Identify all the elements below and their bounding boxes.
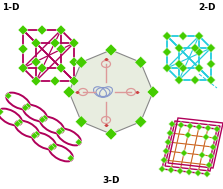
Polygon shape xyxy=(63,86,75,98)
Text: 3-D: 3-D xyxy=(102,176,120,185)
Polygon shape xyxy=(56,128,63,135)
Polygon shape xyxy=(31,76,41,86)
Polygon shape xyxy=(206,60,215,68)
Polygon shape xyxy=(50,38,60,48)
Polygon shape xyxy=(24,103,31,110)
Polygon shape xyxy=(16,119,23,126)
Polygon shape xyxy=(194,47,204,57)
Polygon shape xyxy=(31,57,41,67)
Polygon shape xyxy=(186,169,192,176)
Polygon shape xyxy=(167,129,173,136)
Polygon shape xyxy=(39,116,46,123)
Polygon shape xyxy=(167,167,175,174)
Polygon shape xyxy=(22,104,29,111)
Polygon shape xyxy=(165,139,171,146)
Polygon shape xyxy=(37,25,47,35)
Polygon shape xyxy=(14,120,21,127)
Polygon shape xyxy=(198,152,206,159)
Polygon shape xyxy=(184,132,192,139)
Polygon shape xyxy=(67,155,74,162)
Polygon shape xyxy=(18,25,28,35)
Polygon shape xyxy=(178,32,188,40)
Polygon shape xyxy=(169,121,176,128)
Polygon shape xyxy=(50,76,60,86)
Text: 1-D: 1-D xyxy=(2,3,19,12)
Polygon shape xyxy=(196,123,202,130)
Polygon shape xyxy=(105,128,117,140)
Polygon shape xyxy=(213,125,221,132)
Polygon shape xyxy=(56,63,66,73)
Polygon shape xyxy=(175,60,184,68)
Polygon shape xyxy=(31,132,38,139)
Polygon shape xyxy=(206,161,213,169)
Polygon shape xyxy=(41,115,48,122)
Polygon shape xyxy=(202,133,209,140)
Polygon shape xyxy=(163,64,171,73)
Polygon shape xyxy=(194,32,204,40)
Polygon shape xyxy=(163,147,169,154)
Polygon shape xyxy=(194,64,204,73)
Polygon shape xyxy=(135,116,147,128)
Polygon shape xyxy=(211,135,219,142)
Polygon shape xyxy=(56,44,66,54)
Polygon shape xyxy=(159,166,165,173)
Polygon shape xyxy=(176,167,184,174)
Polygon shape xyxy=(186,122,194,129)
Polygon shape xyxy=(204,125,211,132)
Polygon shape xyxy=(75,56,87,68)
Polygon shape xyxy=(18,63,28,73)
Polygon shape xyxy=(180,149,188,156)
Polygon shape xyxy=(147,86,159,98)
Polygon shape xyxy=(175,75,184,84)
Polygon shape xyxy=(75,139,82,146)
Polygon shape xyxy=(37,63,47,73)
Polygon shape xyxy=(207,153,215,160)
Polygon shape xyxy=(50,143,57,150)
Polygon shape xyxy=(69,50,153,134)
Polygon shape xyxy=(178,122,184,129)
Polygon shape xyxy=(190,43,200,53)
Polygon shape xyxy=(56,25,66,35)
Polygon shape xyxy=(33,131,40,138)
Polygon shape xyxy=(206,75,215,84)
Polygon shape xyxy=(178,64,188,73)
Polygon shape xyxy=(190,75,200,84)
Polygon shape xyxy=(75,116,87,128)
Polygon shape xyxy=(31,38,41,48)
Polygon shape xyxy=(0,108,4,115)
Polygon shape xyxy=(135,56,147,68)
Polygon shape xyxy=(58,127,65,134)
Polygon shape xyxy=(175,43,184,53)
Polygon shape xyxy=(163,47,171,57)
Polygon shape xyxy=(194,170,202,177)
Text: 2-D: 2-D xyxy=(198,3,215,12)
Polygon shape xyxy=(209,143,217,150)
Polygon shape xyxy=(69,76,79,86)
Polygon shape xyxy=(5,92,12,99)
Polygon shape xyxy=(105,44,117,56)
Polygon shape xyxy=(206,43,215,53)
Polygon shape xyxy=(204,170,211,177)
Polygon shape xyxy=(18,44,28,54)
Polygon shape xyxy=(69,38,79,48)
Polygon shape xyxy=(161,156,167,163)
Polygon shape xyxy=(48,144,55,151)
Polygon shape xyxy=(163,32,171,40)
Polygon shape xyxy=(69,57,79,67)
